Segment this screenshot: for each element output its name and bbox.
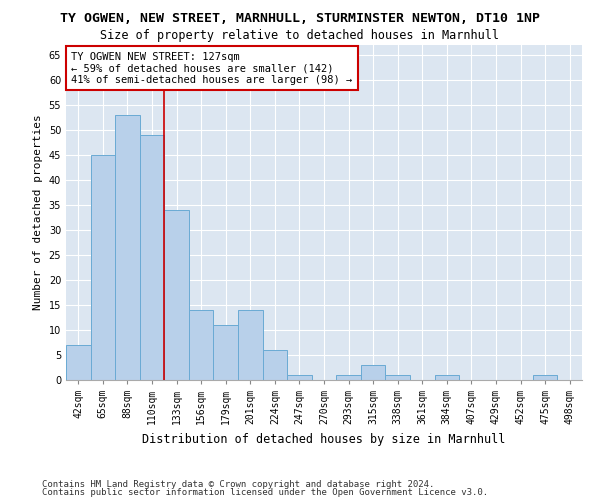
- Bar: [91, 155, 115, 380]
- Bar: [189, 310, 214, 380]
- Text: Contains HM Land Registry data © Crown copyright and database right 2024.: Contains HM Land Registry data © Crown c…: [42, 480, 434, 489]
- Bar: [214, 325, 238, 380]
- Bar: [263, 350, 287, 380]
- Bar: [238, 310, 263, 380]
- Text: Contains public sector information licensed under the Open Government Licence v3: Contains public sector information licen…: [42, 488, 488, 497]
- Bar: [66, 345, 91, 380]
- Y-axis label: Number of detached properties: Number of detached properties: [33, 114, 43, 310]
- Text: TY OGWEN NEW STREET: 127sqm
← 59% of detached houses are smaller (142)
41% of se: TY OGWEN NEW STREET: 127sqm ← 59% of det…: [71, 52, 352, 85]
- Bar: [336, 375, 361, 380]
- Bar: [140, 135, 164, 380]
- Text: Size of property relative to detached houses in Marnhull: Size of property relative to detached ho…: [101, 29, 499, 42]
- Bar: [361, 365, 385, 380]
- Bar: [164, 210, 189, 380]
- Bar: [434, 375, 459, 380]
- Text: TY OGWEN, NEW STREET, MARNHULL, STURMINSTER NEWTON, DT10 1NP: TY OGWEN, NEW STREET, MARNHULL, STURMINS…: [60, 12, 540, 26]
- Bar: [287, 375, 312, 380]
- Bar: [385, 375, 410, 380]
- X-axis label: Distribution of detached houses by size in Marnhull: Distribution of detached houses by size …: [142, 432, 506, 446]
- Bar: [533, 375, 557, 380]
- Bar: [115, 115, 140, 380]
